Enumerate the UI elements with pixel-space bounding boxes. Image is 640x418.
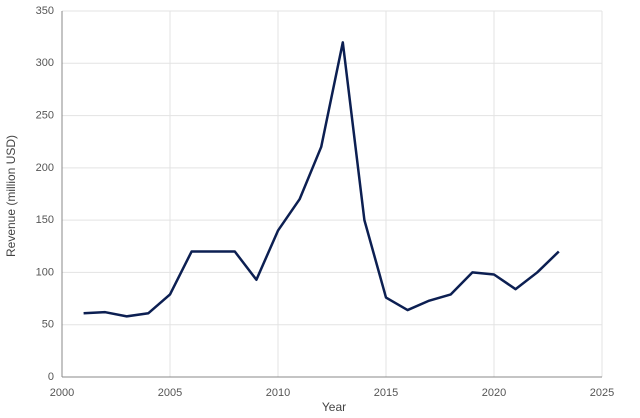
y-tick-label: 200: [36, 162, 54, 174]
y-tick-label: 100: [36, 266, 54, 278]
data-line: [83, 41, 560, 318]
y-tick-label: 250: [36, 109, 54, 121]
y-tick-label: 350: [36, 5, 54, 17]
y-tick-label: 300: [36, 57, 54, 69]
y-tick-label: 150: [36, 214, 54, 226]
x-tick-label: 2020: [482, 387, 506, 399]
x-tick-label: 2010: [266, 387, 290, 399]
y-tick-label: 50: [42, 319, 54, 331]
y-axis-title: Revenue (million USD): [4, 135, 18, 257]
x-tick-label: 2015: [374, 387, 398, 399]
x-axis-title: Year: [322, 400, 346, 414]
x-tick-label: 2025: [590, 387, 614, 399]
x-tick-label: 2005: [158, 387, 182, 399]
y-tick-label: 0: [48, 371, 54, 383]
x-tick-label: 2000: [50, 387, 74, 399]
